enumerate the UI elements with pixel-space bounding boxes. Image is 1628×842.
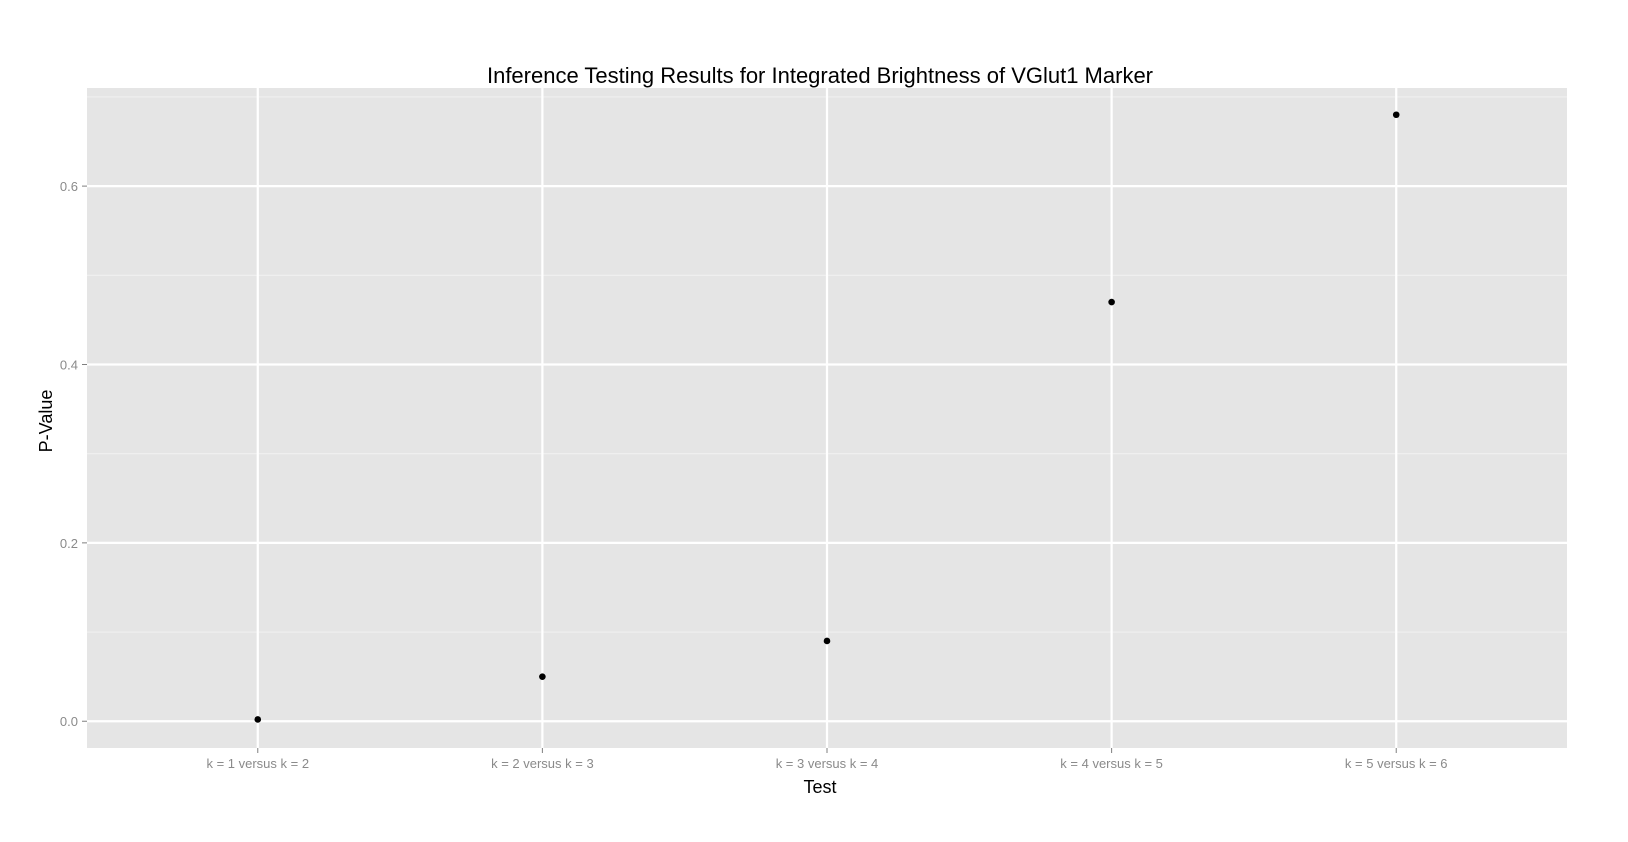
x-axis-ticks: k = 1 versus k = 2 k = 2 versus k = 3 k = … [206, 748, 1448, 771]
y-axis-ticks: 0.0 0.2 0.4 0.6 [60, 179, 87, 729]
x-tick-label: k = 3 versus k = 4 [776, 756, 879, 771]
y-axis-title: P-Value [36, 390, 56, 453]
y-tick-label: 0.2 [60, 536, 78, 551]
y-tick-label: 0.0 [60, 714, 78, 729]
data-points [254, 111, 1400, 723]
x-tick-label: k = 2 versus k = 3 [491, 756, 594, 771]
x-axis-title: Test [803, 777, 836, 797]
data-point [1108, 298, 1115, 306]
data-point [254, 716, 262, 723]
y-tick-label: 0.4 [60, 357, 78, 372]
x-tick-label: k = 1 versus k = 2 [206, 756, 309, 771]
major-grid [87, 88, 1567, 748]
x-tick-label: k = 4 versus k = 5 [1060, 756, 1163, 771]
data-point [1392, 111, 1400, 119]
data-point [539, 673, 546, 680]
data-point [823, 637, 831, 645]
chart-title: Inference Testing Results for Integrated… [487, 63, 1153, 88]
y-tick-label: 0.6 [60, 179, 78, 194]
x-tick-label: k = 5 versus k = 6 [1345, 756, 1448, 771]
